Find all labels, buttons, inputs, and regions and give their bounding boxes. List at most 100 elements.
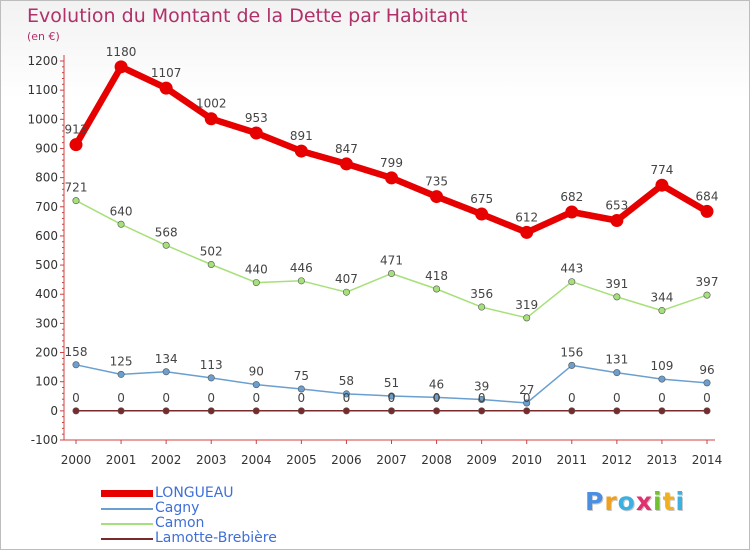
data-point-lamotte-brebi-re — [658, 407, 666, 415]
data-point-lamotte-brebi-re — [117, 407, 125, 415]
data-label-lamotte-brebi-re: 0 — [703, 391, 711, 405]
logo-letter: t — [662, 487, 676, 516]
x-tick-label: 2008 — [421, 453, 452, 467]
data-label-cagny: 90 — [249, 365, 264, 379]
data-label-longueau: 1180 — [106, 45, 137, 59]
data-point-camon — [297, 277, 305, 285]
data-point-camon — [613, 293, 621, 301]
data-label-longueau: 891 — [290, 129, 313, 143]
y-tick-label: -100 — [31, 433, 58, 447]
data-point-camon — [162, 241, 170, 249]
data-label-cagny: 58 — [339, 374, 354, 388]
data-point-longueau — [565, 205, 579, 219]
data-label-longueau: 684 — [696, 189, 719, 203]
y-tick-label: 800 — [35, 171, 58, 185]
data-label-lamotte-brebi-re: 0 — [207, 391, 215, 405]
data-label-lamotte-brebi-re: 0 — [388, 391, 396, 405]
x-tick-label: 2006 — [331, 453, 362, 467]
data-label-camon: 721 — [65, 181, 88, 195]
x-tick-label: 2002 — [151, 453, 182, 467]
x-tick-label: 2000 — [61, 453, 92, 467]
data-point-camon — [478, 303, 486, 311]
data-point-lamotte-brebi-re — [72, 407, 80, 415]
data-point-longueau — [520, 225, 534, 239]
data-label-cagny: 27 — [519, 383, 534, 397]
data-label-cagny: 134 — [155, 352, 178, 366]
data-point-cagny — [658, 375, 666, 383]
legend-swatch — [101, 508, 153, 510]
data-label-lamotte-brebi-re: 0 — [613, 391, 621, 405]
series-layer — [69, 60, 714, 415]
y-tick-label: 0 — [50, 404, 58, 418]
x-tick-label: 2007 — [376, 453, 407, 467]
y-tick-label: 1100 — [27, 83, 58, 97]
data-point-camon — [433, 285, 441, 293]
logo-letter: i — [675, 487, 686, 516]
data-label-longueau: 799 — [380, 156, 403, 170]
data-point-longueau — [339, 157, 353, 171]
data-point-longueau — [294, 144, 308, 158]
data-label-camon: 391 — [605, 277, 628, 291]
data-label-longueau: 913 — [65, 123, 88, 137]
data-label-camon: 640 — [110, 204, 133, 218]
y-tick-label: 700 — [35, 200, 58, 214]
data-label-lamotte-brebi-re: 0 — [343, 391, 351, 405]
data-point-cagny — [342, 390, 350, 398]
data-label-longueau: 1002 — [196, 97, 227, 111]
line-chart: -100010020030040050060070080090010001100… — [27, 45, 722, 467]
legend-label: Cagny — [155, 500, 200, 516]
data-label-lamotte-brebi-re: 0 — [72, 391, 80, 405]
data-point-lamotte-brebi-re — [613, 407, 621, 415]
logo-letter: i — [653, 487, 663, 516]
y-tick-label: 600 — [35, 229, 58, 243]
data-point-longueau — [204, 112, 218, 126]
y-tick-label: 200 — [35, 346, 58, 360]
chart-title: Evolution du Montant de la Dette par Hab… — [27, 5, 468, 27]
legend-label: LONGUEAU — [155, 485, 234, 501]
data-point-lamotte-brebi-re — [252, 407, 260, 415]
data-point-camon — [207, 260, 215, 268]
data-point-camon — [568, 278, 576, 286]
data-point-camon — [117, 220, 125, 228]
data-point-lamotte-brebi-re — [478, 407, 486, 415]
x-tick-label: 2005 — [286, 453, 317, 467]
data-label-cagny: 39 — [474, 379, 489, 393]
data-point-cagny — [703, 379, 711, 387]
data-point-camon — [523, 314, 531, 322]
logo-letter: x — [635, 487, 653, 516]
x-tick-label: 2011 — [557, 453, 588, 467]
y-tick-label: 1000 — [27, 112, 58, 126]
data-point-cagny — [613, 369, 621, 377]
data-label-camon: 356 — [470, 287, 493, 301]
data-label-lamotte-brebi-re: 0 — [433, 391, 441, 405]
axes: -100010020030040050060070080090010001100… — [27, 54, 722, 467]
data-label-camon: 407 — [335, 272, 358, 286]
data-point-longueau — [700, 204, 714, 218]
data-label-lamotte-brebi-re: 0 — [523, 391, 531, 405]
data-point-lamotte-brebi-re — [207, 407, 215, 415]
data-point-cagny — [207, 374, 215, 382]
y-tick-label: 900 — [35, 141, 58, 155]
y-tick-label: 400 — [35, 287, 58, 301]
x-tick-label: 2012 — [602, 453, 633, 467]
x-tick-label: 2001 — [106, 453, 137, 467]
data-point-longueau — [655, 178, 669, 192]
data-label-cagny: 96 — [699, 363, 714, 377]
data-point-longueau — [430, 190, 444, 204]
data-label-cagny: 131 — [605, 353, 628, 367]
data-point-camon — [72, 197, 80, 205]
data-label-camon: 471 — [380, 254, 403, 268]
data-point-camon — [252, 279, 260, 287]
y-tick-label: 100 — [35, 375, 58, 389]
data-label-cagny: 125 — [110, 354, 133, 368]
data-point-longueau — [69, 138, 83, 152]
data-label-lamotte-brebi-re: 0 — [162, 391, 170, 405]
data-label-longueau: 1107 — [151, 66, 182, 80]
data-label-lamotte-brebi-re: 0 — [568, 391, 576, 405]
data-point-longueau — [249, 126, 263, 140]
x-tick-label: 2004 — [241, 453, 272, 467]
x-tick-label: 2014 — [692, 453, 723, 467]
legend-label: Camon — [155, 515, 205, 531]
x-tick-label: 2003 — [196, 453, 227, 467]
data-point-camon — [658, 307, 666, 315]
